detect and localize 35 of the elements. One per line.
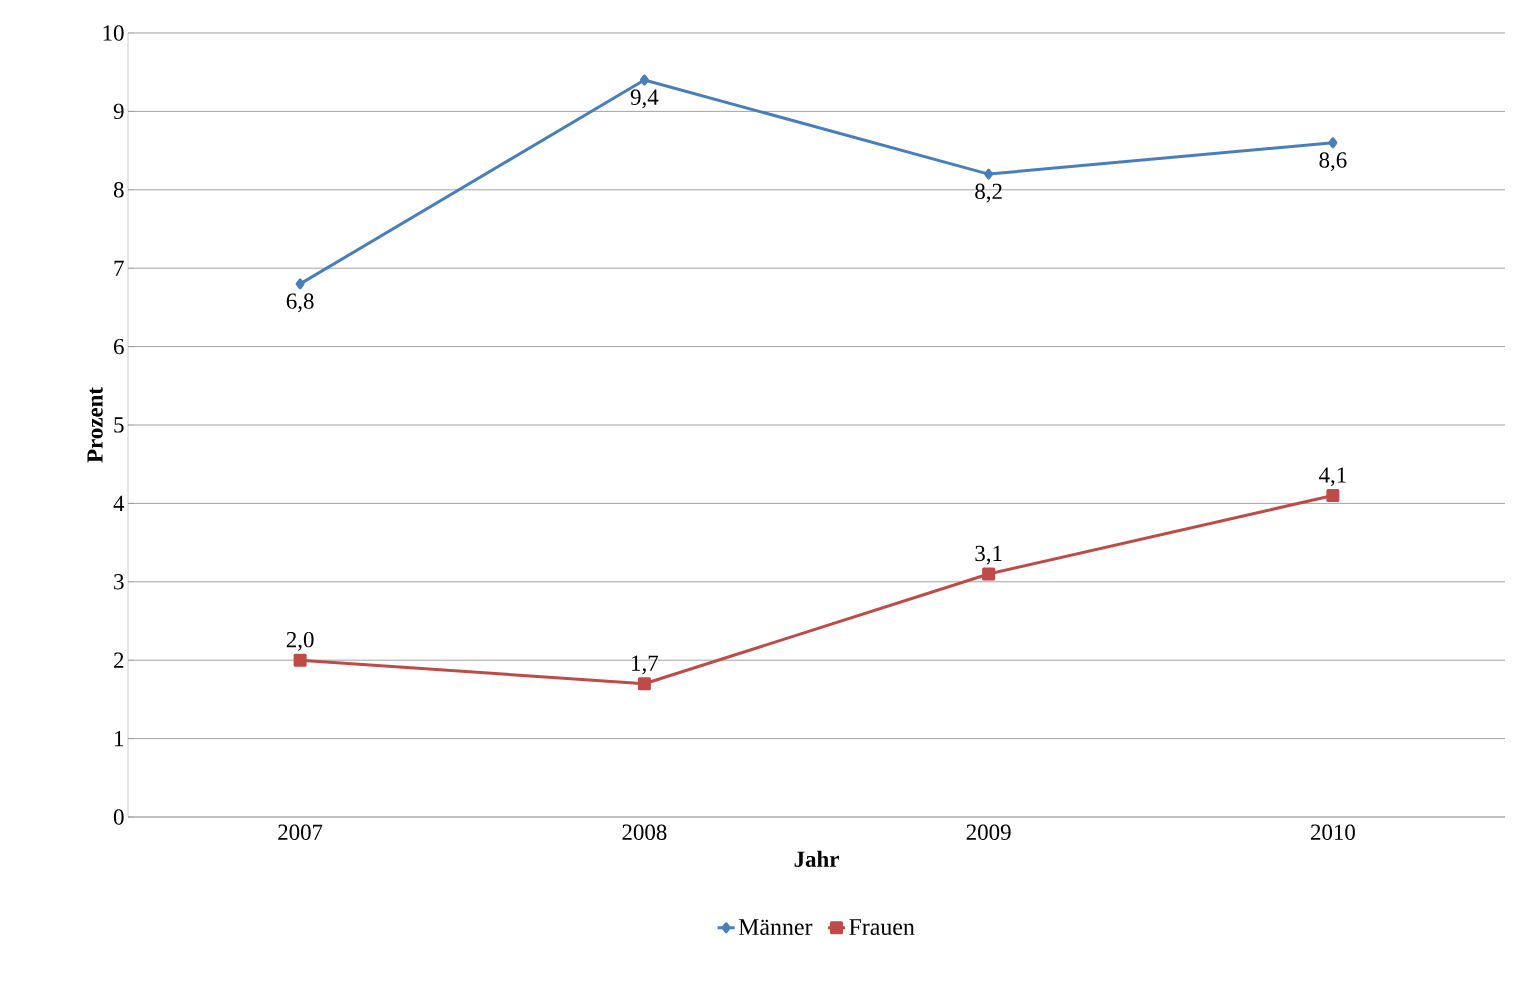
x-tick-label: 2010 [1310, 824, 1355, 840]
y-tick-label: 0 [113, 809, 124, 825]
data-label: 1,7 [632, 655, 659, 675]
y-tick-label: 2 [114, 652, 124, 668]
x-tick-label: 2008 [622, 824, 667, 840]
y-tick-label: 7 [114, 260, 124, 276]
data-label: 2,0 [286, 631, 314, 651]
point [637, 677, 651, 691]
data-label: 6,8 [286, 293, 314, 313]
y-tick-label: 6 [114, 338, 124, 355]
y-tick-label: 10 [103, 25, 124, 41]
x-tick-label: 2007 [278, 824, 323, 840]
x-axis-title: Jahr [794, 850, 839, 867]
legend-label: Männer [738, 919, 813, 936]
data-label: 4,1 [1319, 467, 1346, 487]
data-label: 8,6 [1319, 152, 1347, 172]
y-tick-label: 1 [115, 731, 124, 747]
point [293, 653, 307, 667]
x-tick-label: 2009 [966, 824, 1011, 840]
y-tick-label: 4 [113, 495, 125, 511]
y-axis-title: Prozent [87, 387, 103, 463]
data-label: 9,4 [630, 89, 659, 109]
point [982, 567, 996, 581]
y-tick-label: 3 [114, 574, 124, 590]
point [1328, 137, 1338, 149]
legend-label: Frauen [849, 919, 915, 936]
point [984, 168, 994, 180]
data-label: 8,2 [975, 183, 1002, 203]
y-tick-label: 9 [113, 103, 124, 120]
y-tick-label: 8 [113, 182, 124, 198]
point [639, 74, 649, 86]
y-tick-label: 5 [114, 417, 124, 433]
point [1326, 489, 1340, 503]
data-label: 3,1 [975, 545, 1002, 565]
point [295, 278, 305, 290]
